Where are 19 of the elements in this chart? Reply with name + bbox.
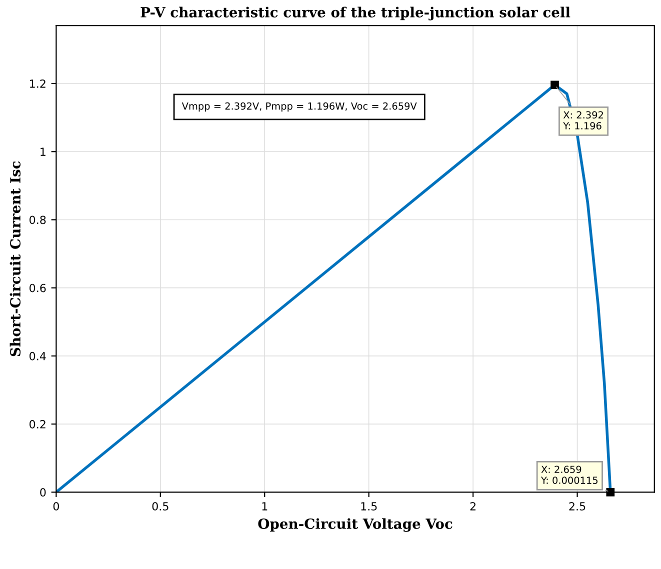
x-tick-label: 2 (470, 502, 476, 510)
chart-title: P-V characteristic curve of the triple-junction solar cell (140, 6, 570, 20)
y-tick-label: 1 (40, 148, 46, 156)
x-axis-title: Open-Circuit Voltage Voc (258, 518, 452, 532)
annotation: X: 2.659 Y: 0.000115 (540, 466, 598, 484)
x-tick-label: 2.5 (569, 502, 586, 511)
x-tick-label: 0.5 (152, 502, 168, 511)
y-tick-label: 0.6 (30, 284, 46, 292)
annotation: Vmpp = 2.392V, Pmpp = 1.196W, Voc = 2.659V (182, 102, 417, 112)
y-axis-title: Short-Circuit Current Isc (10, 161, 21, 356)
y-tick-label: 0.8 (30, 216, 46, 224)
y-tick-label: 0 (40, 488, 46, 497)
x-tick-label: 1.5 (361, 502, 377, 511)
x-tick-label: 1 (262, 502, 268, 510)
annotation: X: 2.392 Y: 1.196 (563, 111, 603, 130)
y-tick-label: 1.2 (30, 79, 46, 88)
y-tick-label: 0.4 (30, 352, 46, 360)
y-tick-label: 0.2 (30, 420, 46, 428)
x-tick-label: 0 (53, 502, 59, 511)
